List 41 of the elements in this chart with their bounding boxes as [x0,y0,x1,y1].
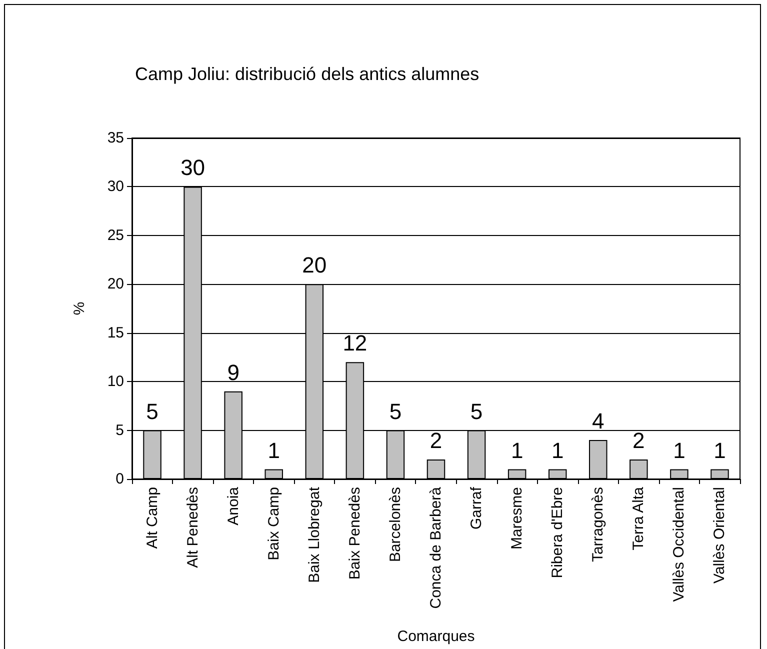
data-label: 9 [227,360,240,385]
data-label: 5 [146,398,158,424]
y-tick-label: 5 [116,422,124,439]
x-tick-label: Conca de Barberà [428,486,444,609]
y-axis-title: % [71,302,88,316]
x-tick-label: Baix Llobregat [306,486,323,583]
x-tick-label: Vallès Oriental [711,487,728,584]
y-tick-label: 30 [107,178,124,196]
data-label: 1 [268,438,280,463]
y-tick-label: 15 [107,324,124,342]
x-tick-label: Garraf [468,486,486,530]
data-label: 2 [430,428,442,454]
data-label: 1 [714,438,726,463]
data-label: 1 [551,438,564,463]
y-tick-label: 25 [107,226,124,244]
data-label: 1 [510,438,524,463]
x-tick-label: Baix Camp [265,487,282,560]
y-tick-label: 0 [116,470,124,488]
x-tick-label: Baix Penedès [346,487,364,580]
data-label: 4 [592,408,604,434]
x-axis-title: Comarques [397,628,475,645]
x-tick-label: Terra Alta [630,486,648,550]
x-tick-label: Tarragonès [590,487,607,562]
x-tick-label: Barcelonès [386,487,404,562]
x-tick-label: Alt Penedès [184,487,202,568]
y-tick-label: 10 [107,373,124,390]
x-tick-label: Anoia [224,486,242,526]
x-tick-label: Ribera d'Ebre [549,487,566,578]
data-label: 1 [673,438,686,463]
y-tick-label: 20 [107,276,124,293]
data-label: 5 [389,398,402,424]
y-tick-label: 35 [107,130,124,146]
data-label: 5 [470,398,483,424]
chart-title: Camp Joliu: distribució dels antics alumnes [135,64,480,84]
x-tick-label: Alt Camp [144,487,161,549]
x-tick-label: Maresme [508,487,526,550]
data-label: 20 [302,252,327,278]
data-label: 2 [632,428,645,454]
data-label: 30 [180,155,206,180]
x-tick-label: Vallès Occidental [670,487,688,602]
data-label: 12 [342,330,368,356]
